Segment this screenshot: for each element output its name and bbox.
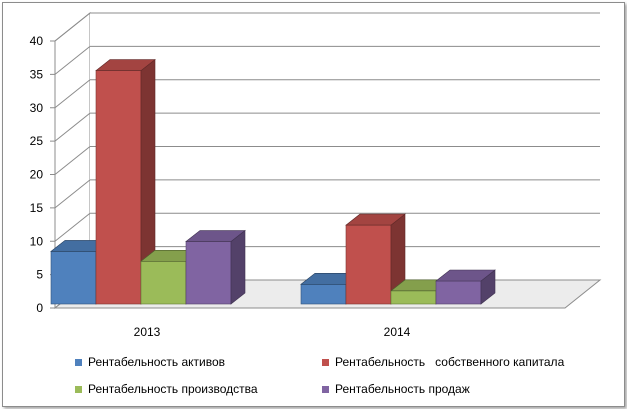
y-tick-label-35: 35 [30, 67, 44, 81]
bar-0-3-front [185, 241, 232, 305]
y-tick-label-25: 25 [30, 134, 44, 148]
gridline-40 [54, 12, 600, 42]
bar-1-0-front [300, 283, 347, 305]
legend-label-equity: Рентабельность собственного капитала [335, 355, 565, 369]
bar-1-1-front [345, 224, 392, 305]
legend-item-equity: Рентабельность собственного капитала [322, 355, 564, 369]
legend-swatch-equity [322, 358, 329, 366]
bar-0-1-front [95, 70, 142, 305]
y-tick-label-10: 10 [30, 234, 44, 248]
bar-0-3-side [230, 229, 246, 305]
y-tick-label-30: 30 [30, 101, 44, 115]
gridline-15 [54, 179, 600, 209]
gridline-10 [54, 212, 600, 242]
bar-0-0-front [50, 251, 97, 305]
y-tick-label-40: 40 [30, 34, 44, 48]
gridline-35 [54, 45, 600, 75]
bar-1-3-front [435, 280, 482, 305]
legend-label-assets: Рентабельность активов [88, 355, 226, 369]
y-tick-label-15: 15 [30, 201, 44, 215]
legend-label-production: Рентабельность производства [88, 382, 258, 396]
legend-swatch-assets [75, 358, 82, 366]
gridline-20 [54, 146, 600, 175]
legend-item-sales: Рентабельность продаж [322, 382, 470, 396]
bar-1-3-top [435, 269, 496, 282]
gridline-25 [54, 112, 600, 142]
legend-label-sales: Рентабельность продаж [335, 382, 470, 396]
y-tick-label-0: 0 [36, 301, 43, 315]
bar-0-2-front [140, 260, 187, 305]
y-tick-label-5: 5 [36, 268, 43, 282]
legend-item-production: Рентабельность производства [75, 382, 258, 396]
chart-plot: 0 5 10 15 20 25 30 35 40 2013 2014 [30, 11, 602, 339]
bar-1-1-top [345, 213, 406, 226]
legend-swatch-sales [322, 385, 329, 393]
gridline-30 [54, 79, 600, 109]
bar-0-3-top [185, 230, 246, 242]
x-tick-label-2013: 2013 [134, 325, 161, 339]
legend-item-assets: Рентабельность активов [75, 355, 225, 369]
bar-0-1-top [95, 59, 156, 71]
x-tick-label-2014: 2014 [384, 325, 411, 339]
bar-1-2-front [390, 290, 437, 305]
legend-swatch-production [75, 385, 82, 393]
y-tick-label-20: 20 [30, 168, 44, 182]
